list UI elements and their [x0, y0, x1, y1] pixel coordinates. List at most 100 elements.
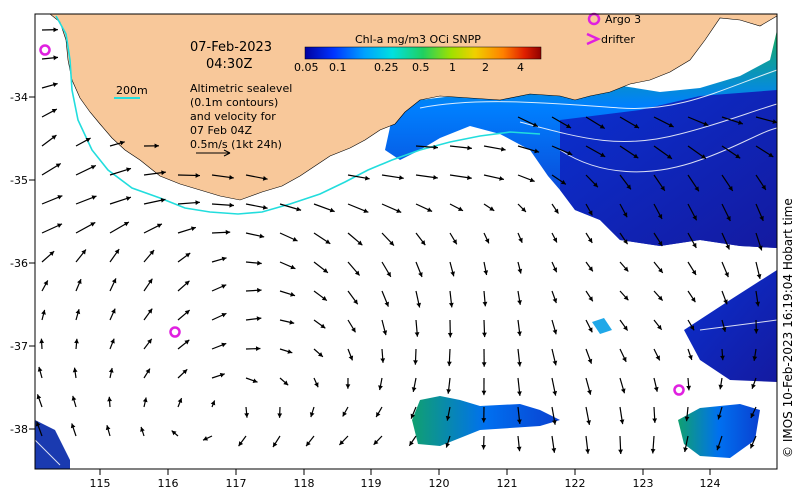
velocity-arrow-head: [409, 440, 414, 446]
velocity-arrow-head: [210, 400, 216, 406]
velocity-arrow-head: [410, 413, 416, 419]
velocity-arrow-head: [74, 338, 79, 344]
velocity-arrow-head: [296, 206, 302, 212]
markers-layer: [39, 44, 685, 396]
velocity-arrow-head: [657, 324, 662, 330]
argo-float-marker: [673, 384, 685, 396]
altimetry-note-line: 0.5m/s (1kt 24h): [190, 138, 282, 151]
velocity-arrow-head: [314, 382, 319, 388]
velocity-arrow-head: [382, 330, 388, 336]
velocity-arrow-head: [221, 256, 227, 262]
colorbar-tick: 1: [449, 61, 456, 74]
velocity-arrow-head: [229, 202, 234, 208]
velocity-arrow-head: [373, 439, 379, 445]
map-date: 07-Feb-2023: [190, 40, 272, 55]
velocity-arrow-head: [411, 387, 417, 392]
x-tick-label: 120: [429, 477, 450, 490]
velocity-arrow-head: [560, 179, 566, 185]
velocity-arrow-head: [728, 185, 733, 191]
velocity-arrow-head: [81, 249, 86, 255]
velocity-arrow-head: [53, 27, 58, 33]
velocity-arrow-head: [620, 388, 626, 394]
velocity-arrow-head: [499, 176, 504, 181]
colorbar-tick: 4: [517, 61, 524, 74]
velocity-arrow-head: [587, 358, 593, 364]
velocity-arrow-head: [482, 301, 488, 307]
velocity-arrow-head: [623, 239, 628, 245]
velocity-arrow-head: [751, 383, 756, 389]
argo-float-marker: [39, 44, 51, 56]
velocity-arrow-head: [354, 270, 360, 276]
velocity-arrow-head: [380, 358, 386, 363]
y-tick-label: -36: [10, 257, 28, 270]
velocity-arrow-head: [691, 269, 697, 275]
velocity-arrow-head: [39, 338, 45, 344]
velocity-arrow-head: [427, 207, 433, 212]
x-tick-label: 121: [497, 477, 518, 490]
colorbar-tick: 0.5: [412, 61, 430, 74]
velocity-arrow-head: [225, 229, 231, 235]
velocity-arrow-head: [623, 295, 629, 301]
velocity-arrow-head: [195, 173, 200, 178]
velocity-arrow-head: [622, 356, 627, 362]
velocity-arrow-head: [657, 241, 663, 247]
velocity-arrow-head: [140, 426, 145, 432]
velocity-arrow-head: [420, 240, 426, 246]
velocity-arrow-head: [552, 390, 558, 396]
x-tick-label: 124: [700, 477, 721, 490]
velocity-arrow-head: [587, 237, 593, 243]
velocity-arrow-head: [37, 366, 43, 372]
credit-text: © IMOS 10-Feb-2023 16:19:04 Hobart time: [781, 198, 795, 458]
velocity-arrow-head: [516, 419, 522, 424]
velocity-arrow-head: [43, 280, 48, 286]
velocity-arrow-head: [306, 441, 311, 447]
velocity-arrow-head: [726, 215, 731, 221]
velocity-arrow-head: [657, 213, 663, 219]
velocity-arrow-head: [588, 296, 593, 302]
velocity-arrow-head: [399, 175, 404, 181]
velocity-arrow-head: [467, 175, 472, 180]
velocity-arrow-head: [111, 278, 117, 284]
velocity-arrow-head: [551, 448, 557, 453]
colorbar-ticks: 0.05 0.1 0.25 0.5 1 2 4: [294, 61, 524, 74]
velocity-arrow-head: [363, 208, 369, 213]
velocity-arrow-head: [283, 380, 289, 386]
altimetry-note-line: (0.1m contours): [190, 96, 278, 109]
velocity-arrow-head: [755, 301, 761, 307]
velocity-arrow-head: [668, 122, 674, 128]
velocity-arrow-head: [448, 302, 454, 308]
colorbar: [304, 46, 542, 60]
velocity-arrow-head: [652, 418, 658, 423]
velocity-arrow-head: [329, 207, 335, 213]
velocity-arrow-head: [119, 140, 125, 146]
velocity-arrow-head: [149, 250, 155, 255]
velocity-arrow-head: [221, 313, 227, 318]
velocity-arrow-head: [376, 412, 381, 418]
velocity-arrow-head: [690, 297, 696, 303]
velocity-arrow-head: [386, 271, 391, 277]
velocity-arrow-head: [481, 418, 487, 423]
velocity-arrow-head: [41, 309, 46, 315]
velocity-arrow-head: [688, 354, 693, 360]
colorbar-title: Chl-a mg/m3 OCi SNPP: [355, 33, 481, 46]
velocity-arrow-head: [517, 300, 522, 305]
velocity-arrow-head: [221, 284, 227, 289]
chl-patch-south: [412, 396, 560, 446]
argo-float-marker: [169, 326, 181, 338]
velocity-arrow-head: [481, 444, 487, 450]
velocity-arrow-head: [567, 150, 573, 156]
y-axis: -34 -35 -36 -37 -38: [10, 91, 35, 436]
velocity-arrow-head: [351, 327, 356, 333]
velocity-arrow-head: [221, 342, 227, 348]
velocity-arrow-head: [619, 419, 625, 425]
velocity-arrow-head: [600, 152, 606, 157]
velocity-arrow-head: [566, 123, 572, 129]
velocity-arrow-head: [142, 397, 148, 403]
plot-frame: [34, 13, 778, 470]
velocity-arrow-head: [552, 237, 558, 243]
velocity-arrow-head: [724, 272, 729, 278]
velocity-arrow-head: [177, 398, 183, 404]
velocity-arrow-head: [110, 338, 115, 344]
velocity-arrow-head: [467, 145, 472, 151]
velocity-arrow-head: [51, 109, 57, 114]
